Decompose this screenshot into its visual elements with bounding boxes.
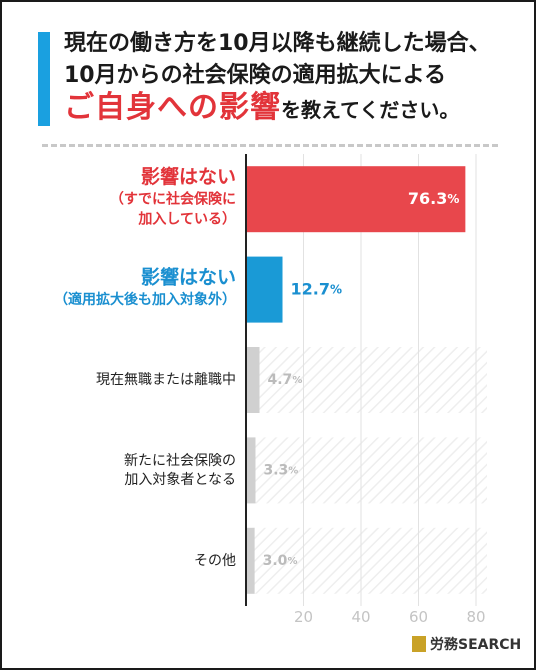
category-label-1-line-0: 影響はない	[141, 266, 236, 289]
row-backgrounds	[247, 347, 487, 594]
value-label-1: 12.7%	[291, 279, 343, 298]
tick-label-80: 80	[466, 608, 485, 626]
category-label-3-line-0: 新たに社会保険の	[124, 453, 236, 469]
value-label-4: 3.0%	[263, 553, 298, 569]
title-line-1: 現在の働き方を10月以降も継続した場合、	[64, 31, 491, 56]
category-label-3-line-1: 加入対象者となる	[124, 472, 236, 488]
category-label-2-line-0: 現在無職または離職中	[96, 371, 236, 388]
value-label-3: 3.3%	[263, 462, 298, 478]
category-label-4-line-0: その他	[194, 553, 236, 569]
category-label-0-line-2: 加入している）	[137, 212, 236, 228]
tick-labels: 20 40 60 80	[294, 608, 486, 626]
bar-2	[246, 347, 260, 413]
bar-1	[246, 256, 283, 323]
category-label-1-line-1: （適用拡大後も加入対象外）	[54, 291, 236, 308]
category-label-0-line-1: （すでに社会保険に	[110, 191, 236, 208]
row-background-3	[247, 437, 487, 504]
bar-3	[246, 437, 256, 504]
tick-label-20: 20	[294, 608, 313, 626]
title-line-2: 10月からの社会保険の適用拡大による	[64, 63, 446, 88]
bar-4	[246, 527, 255, 594]
title-accent-text: ご自身への影響	[64, 90, 281, 125]
tick-label-60: 60	[409, 608, 428, 626]
tick-label-40: 40	[351, 608, 370, 626]
row-background-2	[247, 347, 487, 413]
title-accent-bar	[38, 32, 50, 126]
brand-logo: 労務SEARCH	[412, 634, 521, 654]
value-label-2: 4.7%	[268, 372, 303, 388]
title-tail-text: を教えてください。	[281, 98, 460, 122]
value-labels: 76.3% 12.7% 4.7% 3.3% 3.0%	[263, 189, 460, 569]
bar-0	[246, 166, 466, 233]
category-label-0-line-0: 影響はない	[141, 165, 236, 188]
logo-text: 労務SEARCH	[430, 637, 522, 653]
title-divider	[42, 144, 498, 147]
logo-mark-icon	[412, 636, 426, 652]
bars	[246, 166, 466, 594]
row-background-4	[247, 527, 487, 594]
title-line-3: ご自身への影響を教えてください。	[64, 92, 529, 127]
chart-title: 現在の働き方を10月以降も継続した場合、 10月からの社会保険の適用拡大による …	[64, 28, 529, 127]
value-label-0: 76.3%	[408, 189, 460, 208]
